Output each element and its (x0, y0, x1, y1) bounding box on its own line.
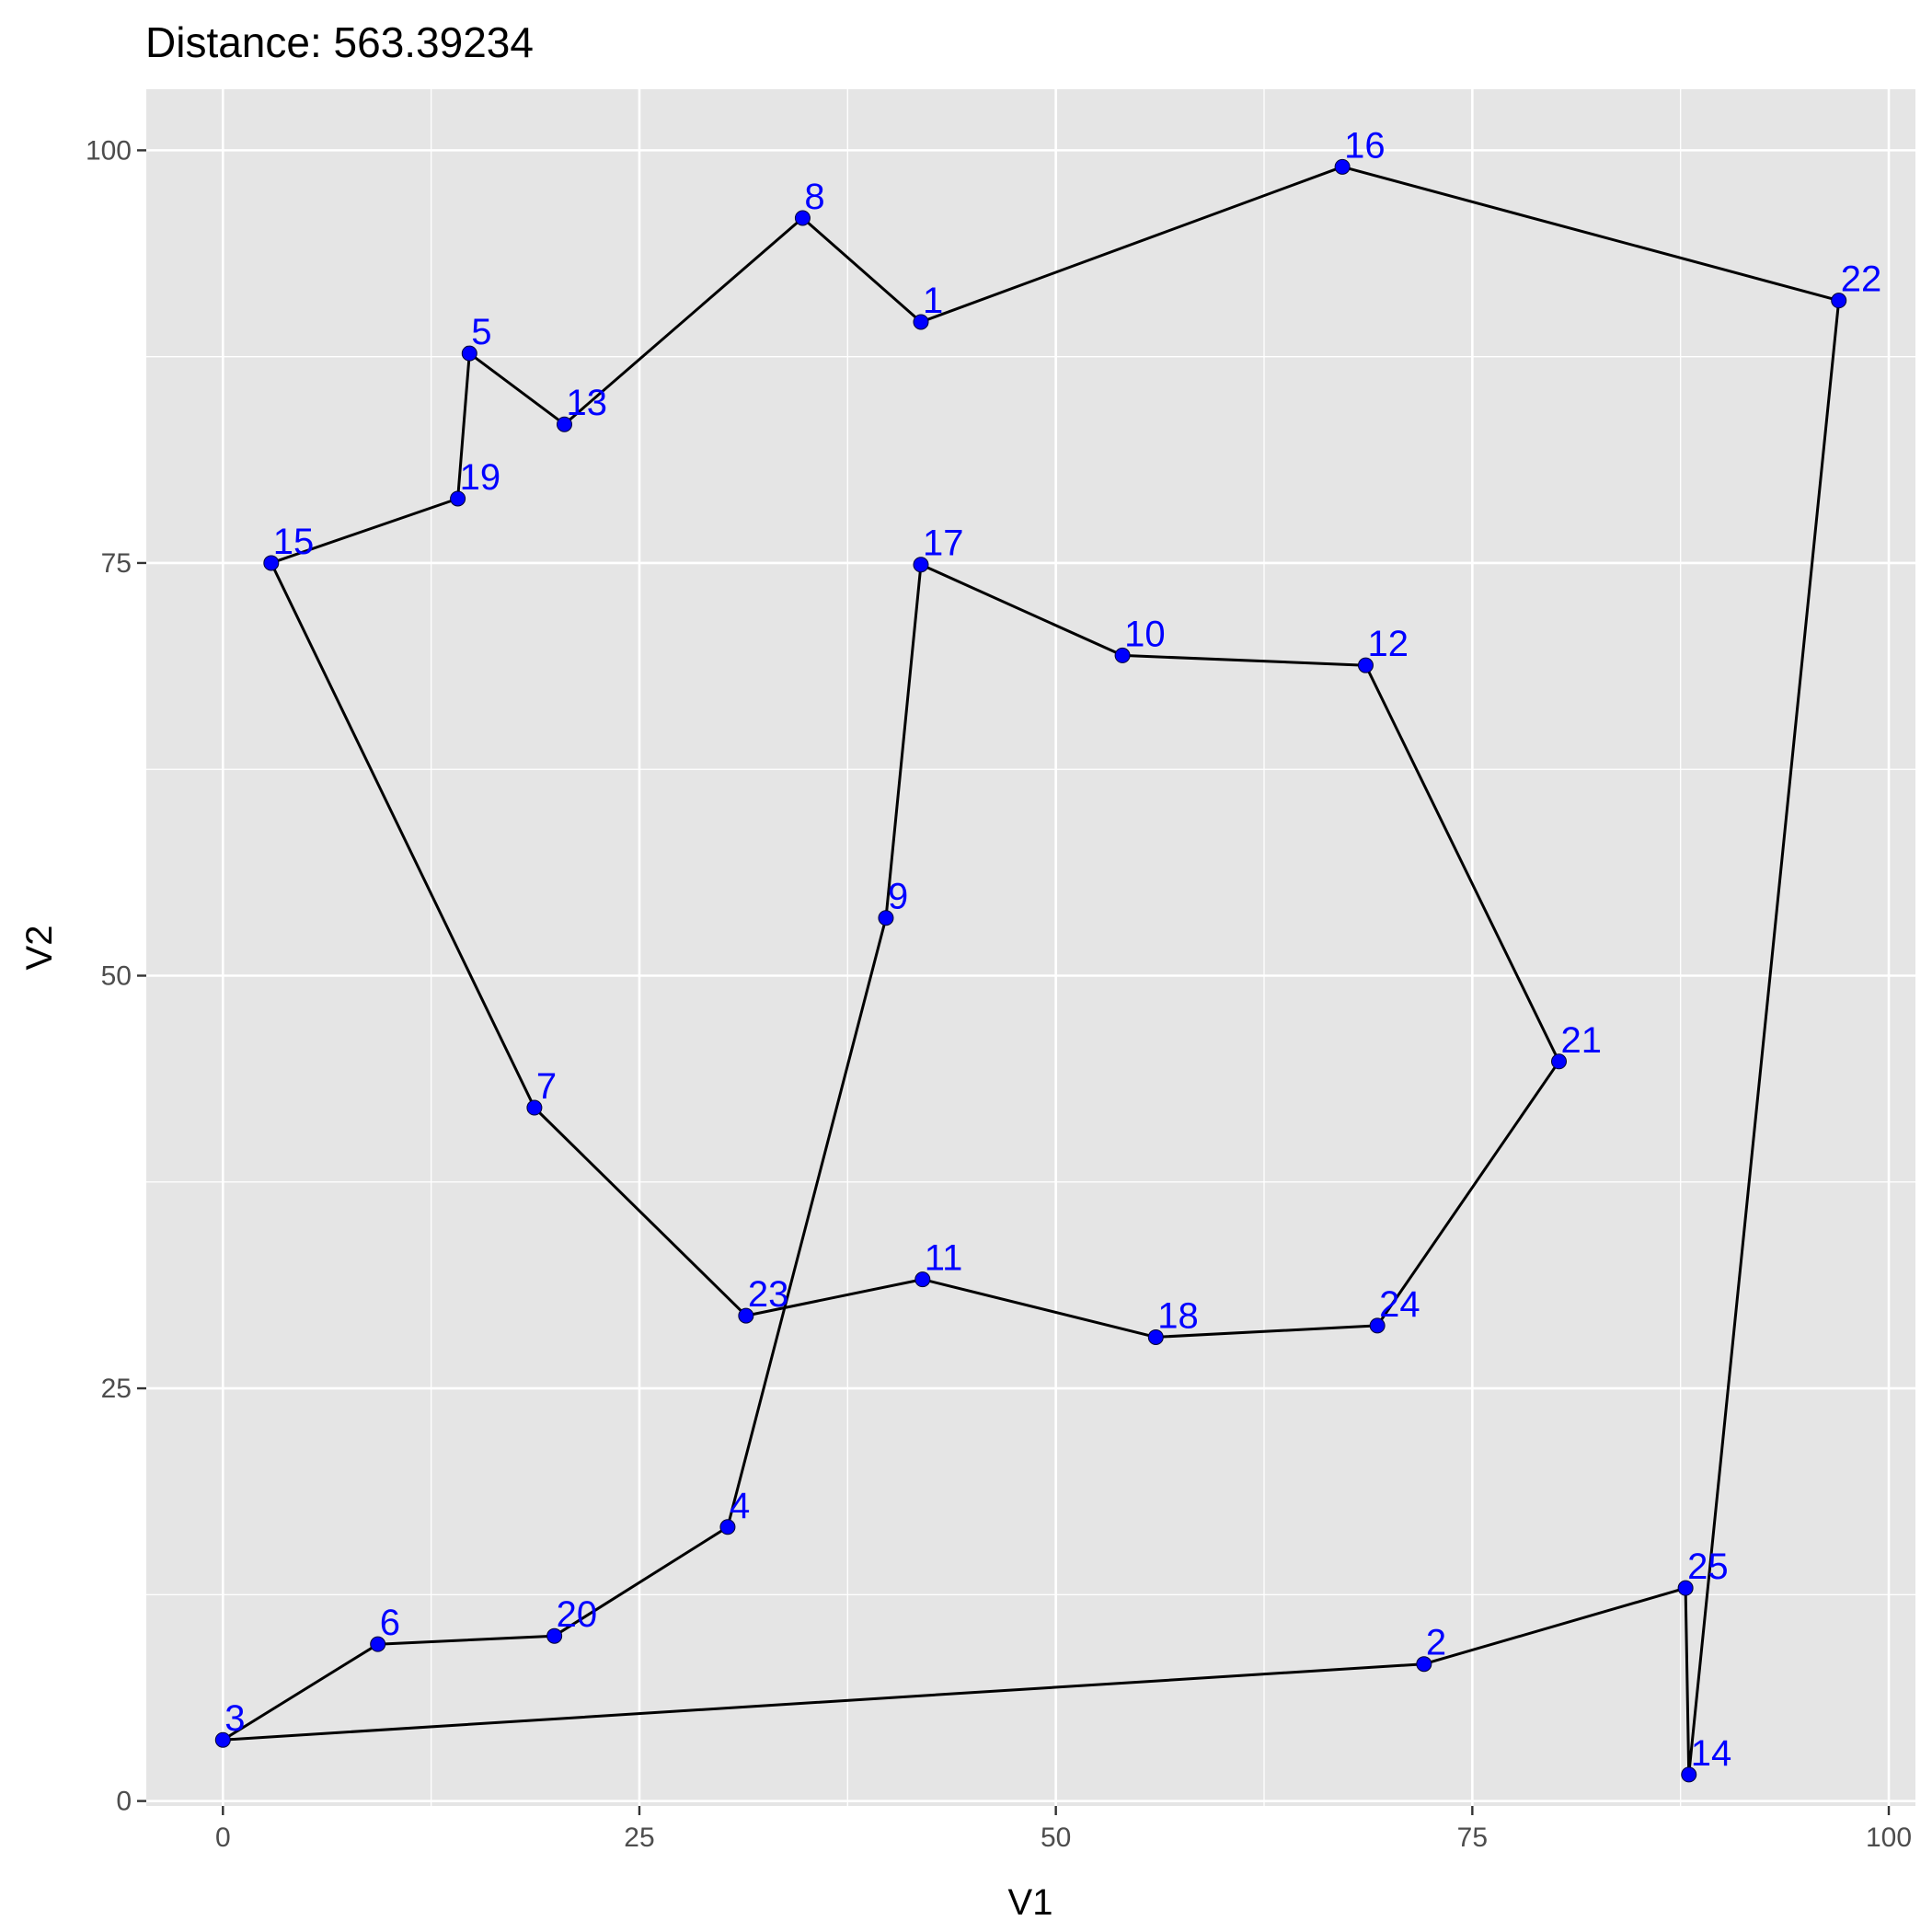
city-label: 18 (1157, 1295, 1199, 1336)
city-label: 8 (804, 177, 824, 217)
city-label: 14 (1691, 1733, 1732, 1774)
city-point (214, 1731, 231, 1748)
city-label: 21 (1561, 1020, 1603, 1061)
city-point (370, 1636, 386, 1652)
plot-panel (146, 89, 1915, 1806)
city-label: 20 (557, 1594, 598, 1635)
city-label: 23 (748, 1274, 789, 1315)
city-label: 4 (730, 1486, 750, 1526)
city-point (1369, 1317, 1386, 1334)
x-tick-label: 50 (1041, 1823, 1071, 1853)
city-point (461, 345, 477, 362)
city-point (1357, 657, 1374, 673)
x-tick-label: 75 (1457, 1823, 1488, 1853)
x-axis-title: V1 (1008, 1882, 1053, 1923)
x-tick-label: 25 (624, 1823, 654, 1853)
city-label: 22 (1841, 259, 1882, 300)
tour-line (221, 165, 1841, 1777)
city-point (1551, 1053, 1568, 1070)
city-point (878, 910, 894, 926)
city-point (719, 1519, 736, 1535)
city-label: 11 (925, 1238, 963, 1279)
city-point (546, 1627, 563, 1644)
city-label: 10 (1124, 614, 1166, 654)
major-gridlines (146, 89, 1915, 1806)
city-point (556, 416, 572, 432)
city-label: 6 (380, 1603, 400, 1643)
minor-gridlines (146, 89, 1915, 1806)
city-label: 9 (888, 877, 908, 917)
city-point (913, 314, 929, 330)
tour-path (221, 165, 1841, 1777)
city-point (1147, 1328, 1164, 1345)
y-axis-title: V2 (19, 926, 60, 971)
city-point (1416, 1656, 1432, 1673)
city-point (1334, 158, 1351, 175)
y-tick-label: 25 (101, 1374, 132, 1404)
city-label: 1 (923, 281, 943, 321)
city-label: 2 (1426, 1623, 1446, 1663)
x-tick-label: 0 (215, 1823, 231, 1853)
city-point (1677, 1580, 1694, 1596)
city-point (526, 1099, 543, 1116)
city-point (794, 210, 811, 226)
city-label: 24 (1379, 1284, 1420, 1325)
city-point (1831, 293, 1847, 309)
city-point (914, 1271, 931, 1288)
city-label: 15 (273, 522, 315, 562)
chart-title: Distance: 563.39234 (145, 18, 534, 66)
x-tick-label: 100 (1866, 1823, 1912, 1853)
city-label: 3 (224, 1698, 245, 1739)
y-tick-label: 100 (86, 135, 132, 166)
city-point (1681, 1766, 1697, 1783)
city-points (214, 158, 1847, 1783)
city-point (1114, 647, 1131, 663)
city-label: 17 (923, 523, 963, 564)
y-tick-label: 0 (116, 1787, 132, 1817)
city-label: 5 (471, 312, 491, 352)
city-point (263, 555, 280, 571)
city-point (450, 490, 466, 507)
y-tick-label: 75 (101, 548, 132, 579)
city-label: 25 (1687, 1547, 1729, 1587)
city-point (738, 1307, 754, 1324)
city-label: 13 (566, 383, 607, 423)
city-label: 12 (1367, 624, 1409, 664)
city-label: 7 (536, 1066, 557, 1107)
city-label: 16 (1344, 125, 1386, 166)
city-point (913, 557, 929, 573)
y-tick-label: 50 (101, 961, 132, 992)
city-label: 19 (460, 457, 500, 498)
